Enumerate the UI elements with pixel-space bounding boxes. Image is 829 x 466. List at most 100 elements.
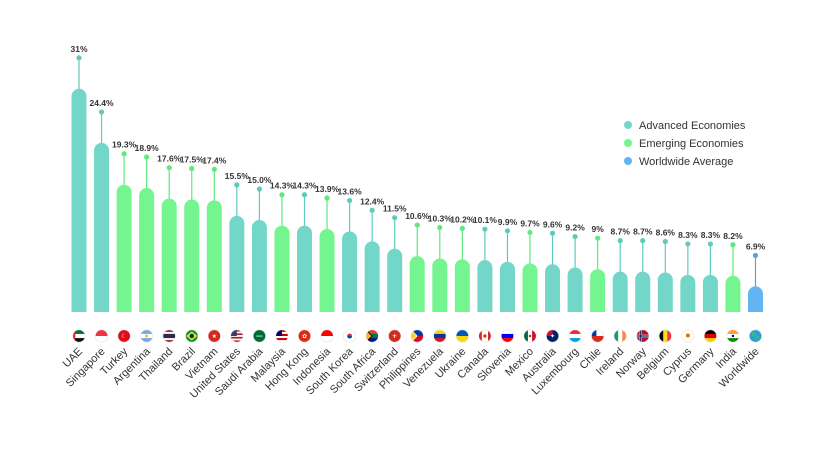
value-label-indonesia: 13.9%: [315, 184, 340, 194]
value-label-turkey: 19.3%: [112, 140, 137, 150]
value-label-mexico: 9.7%: [520, 218, 540, 228]
bar-worldwide: [748, 286, 763, 312]
bar-dot-slovenia: [504, 228, 511, 234]
bar-group-brazil: 17.5%: [180, 155, 204, 312]
bar-group-slovenia: 9.9%: [498, 217, 518, 312]
bar-chile: [590, 269, 606, 312]
bar-norway: [635, 271, 651, 312]
bar-dot-venezuela: [437, 224, 443, 231]
bar-belgium: [657, 272, 673, 312]
value-label-saudi-arabia: 15.0%: [247, 175, 272, 185]
bar-dot-canada: [482, 226, 488, 232]
legend-item-emerging: Emerging Economies: [624, 138, 744, 150]
value-label-norway: 8.7%: [633, 227, 653, 237]
bar-australia: [545, 264, 561, 312]
value-label-south-africa: 12.4%: [360, 196, 385, 206]
bar-group-malaysia: 14.3%: [270, 181, 295, 312]
value-label-cyprus: 8.3%: [678, 230, 698, 240]
category-labels-layer: UAESingaporeTurkeyArgentinaThailandBrazi…: [61, 345, 762, 401]
bar-germany: [702, 274, 718, 312]
bar-dot-norway: [640, 238, 646, 244]
bar-ireland: [612, 271, 628, 312]
value-label-luxembourg: 9.2%: [565, 223, 585, 233]
bar-singapore: [94, 142, 110, 312]
bar-group-ukraine: 10.2%: [450, 214, 475, 312]
bar-luxembourg: [567, 267, 583, 312]
value-label-germany: 8.3%: [701, 230, 721, 240]
bar-group-germany: 8.3%: [701, 230, 721, 312]
flag-switzerland-icon: +: [388, 329, 402, 343]
value-label-philippines: 10.6%: [405, 211, 430, 221]
bar-group-south-africa: 12.4%: [360, 196, 385, 312]
svg-text:☾: ☾: [121, 333, 126, 340]
bar-dot-vietnam: [211, 166, 217, 172]
bar-dot-singapore: [98, 109, 105, 115]
bar-group-philippines: 10.6%: [405, 211, 430, 312]
bar-south-africa: [364, 241, 380, 312]
bar-dot-united-states: [234, 182, 240, 188]
bar-group-india: 8.2%: [723, 231, 743, 312]
bar-india: [725, 275, 741, 312]
bar-venezuela: [432, 258, 448, 312]
value-label-india: 8.2%: [723, 231, 743, 241]
bar-dot-argentina: [144, 154, 150, 160]
flag-hong-kong-icon: ✿: [297, 329, 311, 343]
value-label-worldwide: 6.9%: [746, 241, 766, 251]
bar-dot-germany: [707, 241, 714, 247]
svg-text:★: ★: [212, 333, 217, 340]
bar-dot-australia: [549, 230, 556, 236]
bar-united-states: [229, 215, 245, 312]
bar-group-norway: 8.7%: [633, 227, 653, 312]
flag-chile-icon: [591, 329, 605, 343]
flags-layer: ☾ ★ ✿ + ✦: [72, 329, 762, 343]
flag-thailand-icon: [162, 329, 176, 343]
value-label-venezuela: 10.3%: [428, 214, 453, 224]
bar-dot-hong-kong: [301, 192, 308, 198]
bar-canada: [477, 260, 493, 312]
bar-group-indonesia: 13.9%: [315, 184, 340, 312]
value-label-uae: 31%: [70, 44, 87, 54]
legend-marker-worldwide: [624, 157, 632, 165]
legend-label-worldwide: Worldwide Average: [639, 156, 733, 168]
value-label-malaysia: 14.3%: [270, 181, 295, 191]
bar-dot-indonesia: [324, 195, 330, 201]
bar-group-luxembourg: 9.2%: [565, 223, 585, 312]
bar-group-thailand: 17.6%: [157, 154, 182, 312]
legend-item-advanced: Advanced Economies: [624, 120, 746, 132]
legend-item-worldwide: Worldwide Average: [624, 156, 733, 168]
legend-label-advanced: Advanced Economies: [639, 120, 746, 132]
bar-ukraine: [454, 259, 470, 312]
bar-dot-saudi-arabia: [256, 186, 262, 192]
flag-uae-icon: [72, 329, 86, 343]
bar-vietnam: [206, 200, 222, 312]
bar-group-venezuela: 10.3%: [428, 214, 453, 312]
bar-group-turkey: 19.3%: [112, 140, 137, 312]
flag-turkey-icon: ☾: [117, 329, 131, 343]
flag-venezuela-icon: [433, 329, 447, 343]
bar-dot-south-korea: [347, 197, 353, 204]
bar-argentina: [139, 188, 155, 312]
flag-australia-icon: ✦: [546, 329, 560, 343]
bar-group-argentina: 18.9%: [135, 143, 160, 312]
flag-indonesia-icon: [320, 329, 334, 343]
flag-slovenia-icon: [500, 329, 514, 343]
bar-dot-luxembourg: [572, 233, 578, 240]
flag-belgium-icon: [658, 329, 672, 343]
bar-dot-turkey: [121, 151, 127, 157]
bar-group-vietnam: 17.4%: [202, 155, 227, 312]
value-label-hong-kong: 14.3%: [292, 181, 317, 191]
value-label-argentina: 18.9%: [135, 143, 160, 153]
bar-group-australia: 9.6%: [543, 219, 563, 312]
bar-dot-india: [730, 242, 736, 248]
bar-dot-worldwide: [752, 252, 759, 259]
flag-united-states-icon: [230, 329, 244, 343]
bar-dot-switzerland: [392, 215, 398, 221]
bar-dot-belgium: [662, 238, 668, 245]
flag-argentina-icon: [140, 329, 154, 343]
bar-group-uae: 31%: [70, 44, 88, 312]
legend-marker-emerging: [624, 139, 632, 147]
bar-cyprus: [680, 274, 696, 312]
flag-germany-icon: [703, 329, 717, 343]
value-label-slovenia: 9.9%: [498, 217, 518, 227]
